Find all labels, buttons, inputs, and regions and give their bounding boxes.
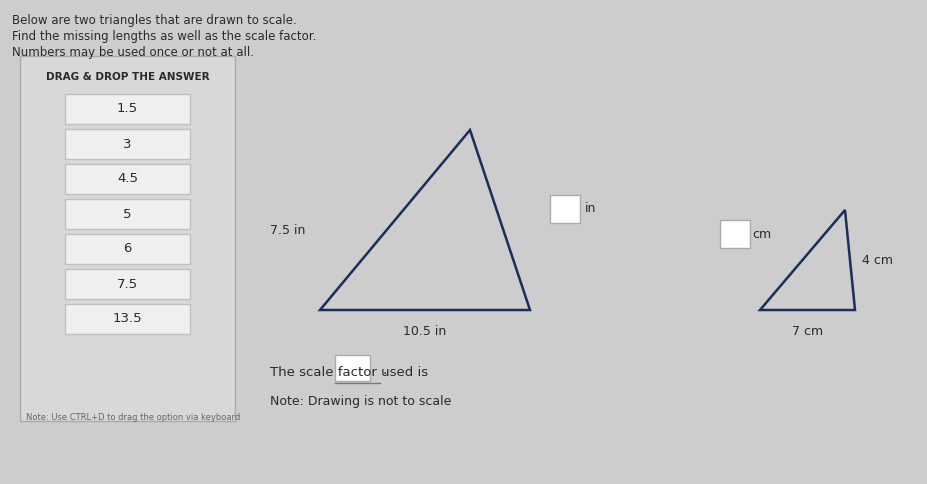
FancyBboxPatch shape [65,269,190,299]
Text: Numbers may be used once or not at all.: Numbers may be used once or not at all. [12,46,254,59]
Text: Note: Use CTRL+D to drag the option via keyboard: Note: Use CTRL+D to drag the option via … [26,413,240,422]
FancyBboxPatch shape [720,220,750,248]
Text: 7.5 in: 7.5 in [270,224,305,237]
Text: The scale factor used is: The scale factor used is [270,366,428,379]
FancyBboxPatch shape [65,94,190,124]
Text: 4 cm: 4 cm [862,254,893,267]
Text: cm: cm [752,227,771,241]
Text: 5: 5 [123,208,132,221]
Text: 13.5: 13.5 [113,313,143,326]
Text: 3: 3 [123,137,132,151]
Text: Note: Drawing is not to scale: Note: Drawing is not to scale [270,395,451,408]
Text: 6: 6 [123,242,132,256]
FancyBboxPatch shape [335,355,370,381]
Text: 7.5: 7.5 [117,277,138,290]
Text: Below are two triangles that are drawn to scale.: Below are two triangles that are drawn t… [12,14,297,27]
Text: 1.5: 1.5 [117,103,138,116]
Text: DRAG & DROP THE ANSWER: DRAG & DROP THE ANSWER [45,72,210,82]
Text: 4.5: 4.5 [117,172,138,185]
Text: Find the missing lengths as well as the scale factor.: Find the missing lengths as well as the … [12,30,316,43]
Text: .: . [383,363,387,377]
FancyBboxPatch shape [65,129,190,159]
FancyBboxPatch shape [65,164,190,194]
FancyBboxPatch shape [65,304,190,334]
FancyBboxPatch shape [65,234,190,264]
Text: 7 cm: 7 cm [793,325,823,338]
Text: 10.5 in: 10.5 in [403,325,447,338]
FancyBboxPatch shape [550,195,580,223]
FancyBboxPatch shape [65,199,190,229]
FancyBboxPatch shape [20,56,235,421]
Text: in: in [585,202,596,215]
